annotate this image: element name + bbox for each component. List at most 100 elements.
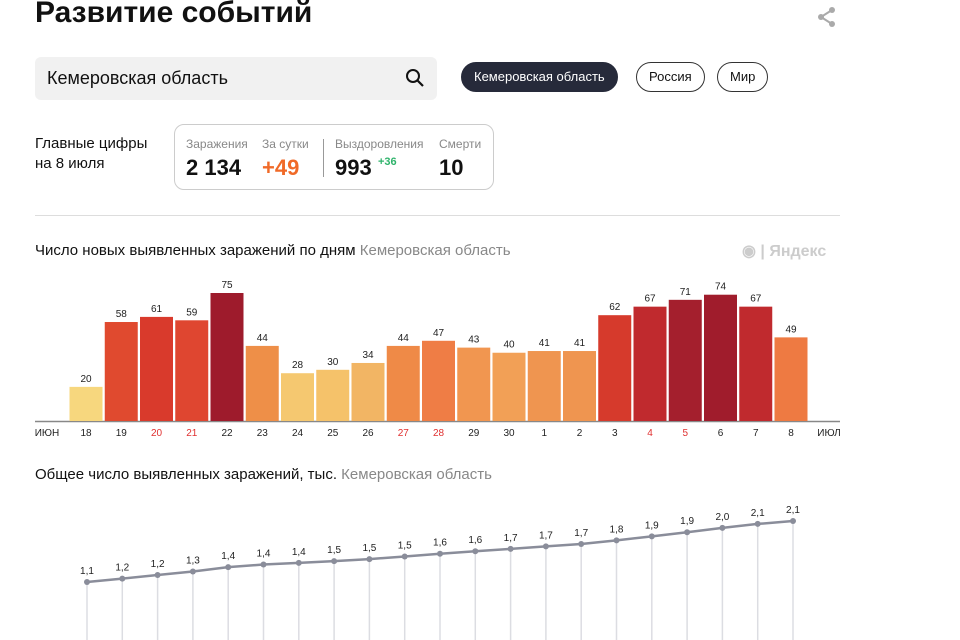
deaths-label: Смерти (439, 137, 482, 151)
x-tick-label: 20 (151, 428, 163, 439)
recovered-label: Выздоровления (335, 137, 424, 151)
bar-value-label: 67 (644, 294, 656, 305)
bar-chart-title-text: Число новых выявленных заражений по дням (35, 242, 356, 259)
line-chart-title: Общее число выявленных заражений, тыс. К… (35, 466, 492, 483)
search-icon[interactable] (405, 68, 425, 93)
line-value-label: 1,9 (645, 520, 659, 531)
bar-4 (633, 306, 667, 421)
x-tick-label: 23 (257, 428, 269, 439)
bar-value-label: 28 (292, 360, 304, 371)
line-point (790, 518, 796, 525)
line-point (472, 548, 479, 555)
line-value-label: 1,7 (574, 528, 588, 539)
line-point (119, 575, 126, 582)
x-tick-label: 25 (327, 428, 339, 439)
divider (323, 139, 324, 177)
line-value-label: 1,5 (327, 545, 341, 556)
x-tick-label: 26 (362, 428, 374, 439)
line-point (295, 559, 302, 566)
line-value-label: 1,7 (539, 530, 553, 541)
bar-29 (457, 347, 491, 421)
bar-22 (210, 293, 244, 421)
line-value-label: 1,6 (468, 535, 482, 546)
line-point (578, 541, 585, 548)
bar-value-label: 41 (574, 338, 586, 349)
bar-19 (104, 322, 138, 421)
bar-21 (175, 320, 209, 421)
x-tick-label: 21 (186, 428, 198, 439)
bar-value-label: 34 (362, 350, 374, 361)
x-tick-label: 8 (788, 428, 794, 439)
line-value-label: 2,0 (715, 512, 729, 523)
bar-7 (739, 306, 773, 421)
line-point (260, 561, 267, 568)
page-title: Развитие событий (35, 0, 313, 29)
line-value-label: 1,7 (504, 533, 518, 544)
main-figures-label: Главные цифры на 8 июля (35, 134, 147, 174)
x-tick-label: 5 (682, 428, 688, 439)
bar-20 (140, 316, 173, 421)
bar-25 (316, 369, 350, 421)
bar-value-label: 30 (327, 357, 339, 368)
x-tick-label: 28 (433, 428, 445, 439)
region-tab-world[interactable]: Мир (717, 62, 769, 92)
bar-value-label: 67 (750, 294, 762, 305)
line-point (84, 579, 90, 585)
bar-chart-title: Число новых выявленных заражений по дням… (35, 242, 511, 259)
line-point (154, 571, 161, 578)
x-month-label-start: ИЮН (35, 428, 60, 439)
line-point (684, 529, 691, 536)
line-point (437, 550, 443, 557)
line-value-label: 1,4 (292, 547, 306, 558)
line-point (507, 545, 514, 552)
x-tick-label: 3 (612, 428, 618, 439)
search-input[interactable]: Кемеровская область (35, 57, 437, 100)
x-tick-label: 4 (647, 428, 653, 439)
bar-27 (386, 345, 420, 421)
bar-24 (281, 373, 314, 421)
line-point (542, 543, 549, 550)
infections-value: 2 134 (186, 155, 242, 180)
bar-value-label: 74 (715, 282, 727, 293)
region-tab-kemerovo[interactable]: Кемеровская область (461, 62, 618, 92)
bar-6 (704, 294, 737, 421)
daily-label: За сутки (262, 137, 309, 151)
bar-value-label: 62 (609, 302, 621, 313)
x-tick-label: 29 (468, 428, 480, 439)
line-point (613, 537, 620, 544)
line-point (401, 553, 408, 560)
x-tick-label: 24 (292, 428, 304, 439)
x-tick-label: 6 (718, 428, 724, 439)
main-figures-label-line1: Главные цифры (35, 135, 148, 152)
bar-value-label: 59 (186, 307, 198, 318)
bar-28 (422, 340, 455, 421)
line-value-label: 1,5 (362, 543, 376, 554)
bar-8 (774, 337, 808, 421)
line-value-label: 2,1 (786, 505, 800, 516)
x-tick-label: 7 (753, 428, 759, 439)
bar-value-label: 47 (433, 328, 445, 339)
bar-26 (351, 362, 385, 421)
x-tick-label: 2 (577, 428, 583, 439)
bar-value-label: 61 (151, 304, 163, 315)
deaths-value: 10 (439, 155, 464, 180)
x-tick-label: 18 (80, 428, 92, 439)
line-value-label: 1,1 (80, 566, 94, 577)
main-figures-date: на 8 июля (35, 155, 105, 172)
region-tab-russia[interactable]: Россия (636, 62, 705, 92)
line-value-label: 1,8 (610, 524, 624, 535)
line-point (366, 556, 373, 563)
bar-chart-subtitle: Кемеровская область (359, 242, 511, 259)
bar-1 (527, 351, 561, 421)
line-chart-subtitle: Кемеровская область (341, 466, 492, 483)
line-point (331, 558, 338, 565)
bar-18 (69, 386, 103, 421)
line-value-label: 1,3 (186, 556, 200, 567)
line-value-label: 1,2 (115, 563, 129, 574)
bar-2 (563, 351, 596, 421)
bar-value-label: 71 (680, 287, 692, 298)
line-value-label: 1,5 (398, 540, 412, 551)
bar-value-label: 40 (503, 340, 515, 351)
share-icon[interactable] (816, 6, 838, 28)
yandex-logo: ◉ | Яндекс (742, 243, 827, 260)
